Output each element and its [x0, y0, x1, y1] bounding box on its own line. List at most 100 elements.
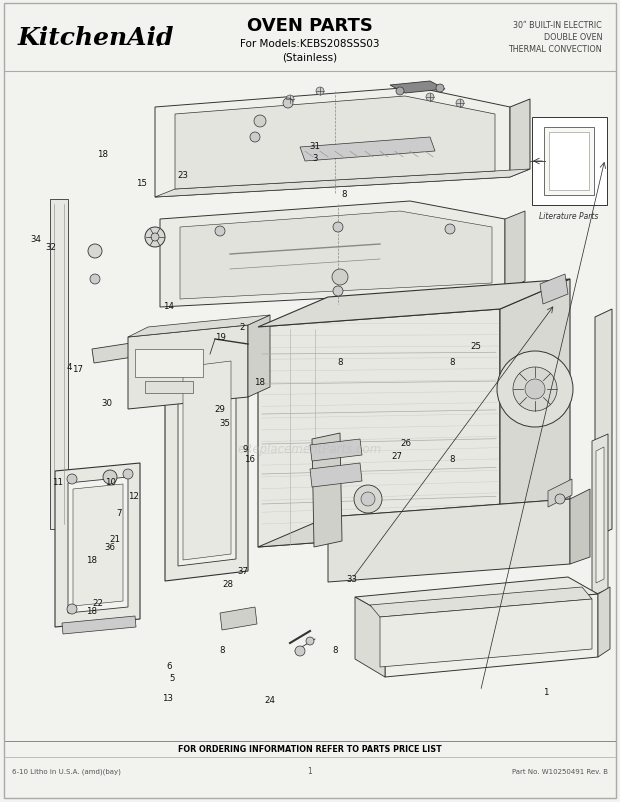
Circle shape	[215, 227, 225, 237]
Circle shape	[436, 85, 444, 93]
Bar	[532, 118, 607, 206]
Polygon shape	[258, 500, 570, 547]
Text: 25: 25	[471, 342, 482, 351]
Text: 23: 23	[177, 170, 188, 180]
Text: 8: 8	[450, 454, 455, 464]
Polygon shape	[385, 594, 598, 677]
Text: 8: 8	[450, 358, 455, 367]
Circle shape	[306, 638, 314, 645]
Circle shape	[67, 475, 77, 484]
Polygon shape	[258, 280, 570, 327]
Polygon shape	[310, 439, 362, 461]
Text: 36: 36	[105, 542, 116, 552]
Circle shape	[497, 351, 573, 427]
Circle shape	[67, 604, 77, 614]
Polygon shape	[258, 310, 500, 547]
Polygon shape	[175, 97, 495, 190]
Polygon shape	[548, 480, 572, 508]
Text: 33: 33	[347, 574, 358, 584]
Text: 10: 10	[105, 477, 116, 487]
Text: 18: 18	[86, 555, 97, 565]
Circle shape	[333, 286, 343, 297]
Text: 7: 7	[117, 508, 122, 518]
Circle shape	[151, 233, 159, 241]
Text: eReplacementParts.com: eReplacementParts.com	[238, 443, 382, 456]
Text: 18: 18	[97, 149, 108, 159]
Text: 8: 8	[219, 645, 224, 654]
Polygon shape	[183, 362, 231, 561]
Circle shape	[445, 225, 455, 235]
Text: 24: 24	[264, 695, 275, 704]
Polygon shape	[178, 354, 236, 566]
Circle shape	[254, 115, 266, 128]
Circle shape	[333, 223, 343, 233]
Polygon shape	[50, 200, 68, 529]
Text: 32: 32	[45, 242, 56, 252]
Text: 19: 19	[215, 332, 226, 342]
Circle shape	[361, 492, 375, 506]
Circle shape	[332, 269, 348, 286]
Text: 6: 6	[166, 661, 171, 670]
Polygon shape	[380, 599, 592, 667]
Bar	[544, 128, 594, 196]
Polygon shape	[92, 338, 172, 363]
Text: 21: 21	[109, 534, 120, 544]
Polygon shape	[312, 433, 342, 547]
Text: 17: 17	[72, 364, 83, 374]
Circle shape	[250, 133, 260, 143]
Polygon shape	[300, 138, 435, 162]
Polygon shape	[73, 484, 123, 606]
Text: 28: 28	[223, 579, 234, 589]
Text: 9: 9	[242, 444, 247, 454]
Text: 8: 8	[342, 189, 347, 199]
Text: 5: 5	[170, 673, 175, 683]
Polygon shape	[592, 435, 608, 596]
Text: 27: 27	[391, 451, 402, 460]
Text: OVEN PARTS: OVEN PARTS	[247, 17, 373, 35]
Polygon shape	[160, 202, 505, 308]
Circle shape	[295, 646, 305, 656]
Text: For Models:KEBS208SSS03: For Models:KEBS208SSS03	[241, 39, 379, 49]
Polygon shape	[355, 577, 598, 614]
Text: 18: 18	[86, 606, 97, 616]
Polygon shape	[128, 326, 248, 410]
Polygon shape	[540, 274, 568, 305]
Polygon shape	[510, 100, 530, 178]
Text: 6-10 Litho in U.S.A. (amd)(bay): 6-10 Litho in U.S.A. (amd)(bay)	[12, 768, 121, 774]
Polygon shape	[155, 88, 510, 198]
Polygon shape	[598, 587, 610, 657]
Text: 1: 1	[308, 767, 312, 776]
Text: .: .	[156, 35, 161, 49]
Text: 29: 29	[215, 404, 226, 414]
Circle shape	[354, 485, 382, 513]
Polygon shape	[500, 280, 570, 529]
Text: 1: 1	[543, 687, 548, 696]
Circle shape	[88, 245, 102, 259]
Polygon shape	[596, 448, 604, 583]
Text: 13: 13	[162, 693, 173, 703]
Text: 4: 4	[67, 363, 72, 372]
Bar	[549, 133, 589, 191]
Text: 26: 26	[401, 438, 412, 448]
Text: 15: 15	[136, 178, 147, 188]
Text: 8: 8	[332, 645, 337, 654]
Text: FOR ORDERING INFORMATION REFER TO PARTS PRICE LIST: FOR ORDERING INFORMATION REFER TO PARTS …	[178, 744, 442, 754]
Text: 31: 31	[309, 141, 321, 151]
Polygon shape	[328, 500, 570, 582]
Text: 8: 8	[337, 358, 342, 367]
Polygon shape	[355, 597, 385, 677]
Text: 35: 35	[219, 419, 230, 428]
Circle shape	[145, 228, 165, 248]
Polygon shape	[220, 607, 257, 630]
Text: 30ʺ BUILT-IN ELECTRIC: 30ʺ BUILT-IN ELECTRIC	[513, 22, 602, 30]
Text: Literature Parts: Literature Parts	[539, 212, 599, 221]
Text: DOUBLE OVEN: DOUBLE OVEN	[544, 34, 602, 43]
Polygon shape	[155, 170, 530, 198]
Circle shape	[286, 96, 294, 104]
Polygon shape	[570, 489, 590, 565]
Circle shape	[456, 100, 464, 107]
Text: 11: 11	[51, 477, 63, 487]
Text: 16: 16	[244, 454, 255, 464]
Text: 3: 3	[312, 154, 317, 164]
Circle shape	[103, 471, 117, 484]
